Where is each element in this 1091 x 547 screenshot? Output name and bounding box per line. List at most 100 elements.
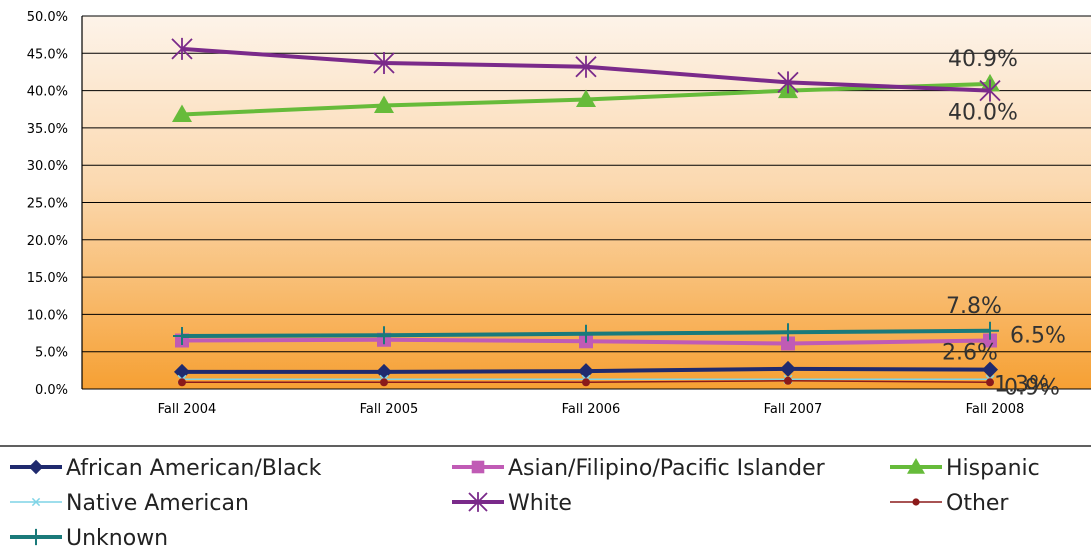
legend-marker-hispanic [907,458,925,474]
legend-item-white: White [452,491,572,516]
data-point-african-american-black-shape [982,361,998,378]
legend-marker-african-american-black [28,459,44,475]
data-point-white-shape [575,55,597,78]
data-point-hispanic [172,104,192,122]
data-point-unknown-shape [779,323,797,342]
data-point-unknown [577,324,595,343]
data-point-hispanic [576,89,596,108]
data-point-other [178,378,186,387]
data-point-hispanic-shape [172,104,192,122]
data-point-white-shape [979,79,1001,102]
data-point-unknown [375,326,393,345]
data-point-unknown [981,321,999,340]
legend-marker-white [468,492,488,512]
legend-item-native-american: Native American [10,491,249,516]
data-point-asian-filipino-pacific-islander [781,336,795,351]
legend-label: African American/Black [66,456,322,481]
data-point-hispanic [374,95,394,114]
data-point-hispanic-shape [374,95,394,114]
legend-marker-asian-filipino-pacific-islander [471,460,485,474]
data-annotations: 40.9% 40.0% 7.8% 6.5% 2.6% 1.3%0.9% [942,47,1066,400]
x-tick-label: Fall 2004 [158,402,217,417]
legend-item-asian-filipino-pacific-islander: Asian/Filipino/Pacific Islander [452,456,826,481]
legend-item-other: Other [890,491,1009,516]
legend: African American/Black Asian/Filipino/Pac… [10,456,1040,547]
data-point-white [171,37,193,60]
legend-marker-native-american [31,497,41,507]
data-point-white [373,51,395,74]
data-point-unknown [173,327,191,346]
data-point-white-shape [777,71,799,94]
data-point-other-shape [178,378,186,387]
legend-marker-hispanic-shape [907,458,925,474]
data-point-african-american-black-shape [780,360,796,377]
legend-marker-asian-filipino-pacific-islander-shape [471,460,485,474]
series-unknown [173,321,999,346]
legend-label: Hispanic [946,456,1040,481]
data-point-african-american-black [578,363,594,380]
y-tick-label: 40.0% [27,85,68,100]
data-point-unknown [779,323,797,342]
y-tick-label: 35.0% [27,122,68,137]
annotation-hispanic: 40.9% [948,47,1018,72]
data-point-unknown-shape [981,321,999,340]
legend-marker-african-american-black-shape [28,459,44,475]
legend-item-unknown: Unknown [10,526,168,547]
data-point-white [979,79,1001,102]
y-tick-label: 50.0% [27,10,68,25]
data-point-unknown-shape [577,324,595,343]
series-white [171,37,1001,102]
data-point-asian-filipino-pacific-islander [983,333,997,348]
legend-label: White [508,491,572,516]
data-point-other-shape [582,378,590,387]
data-point-other-shape [986,378,994,387]
annotation-white: 40.0% [948,101,1018,126]
data-point-african-american-black [780,360,796,377]
y-tick-label: 30.0% [27,159,68,174]
data-point-unknown-shape [173,327,191,346]
legend-marker-white-shape [468,492,488,512]
y-tick-label: 25.0% [27,197,68,212]
data-point-white [777,71,799,94]
data-point-asian-filipino-pacific-islander-shape [781,336,795,351]
legend-item-african-american-black: African American/Black [10,456,322,481]
x-tick-label: Fall 2006 [562,402,621,417]
data-point-white [575,55,597,78]
data-point-white-shape [373,51,395,74]
legend-marker-other [912,498,920,506]
legend-label: Unknown [66,526,168,547]
legend-marker-unknown [27,528,45,546]
series-other [178,376,994,387]
y-tick-label: 0.0% [35,383,68,398]
data-point-other-shape [380,378,388,387]
annotation-other: 0.9% [1004,375,1060,400]
data-point-other [582,378,590,387]
data-point-african-american-black [982,361,998,378]
legend-label: Native American [66,491,249,516]
data-point-other-shape [784,376,792,385]
data-point-other [380,378,388,387]
y-tick-label: 10.0% [27,308,68,323]
y-axis: 0.0% 5.0% 10.0% 15.0% 20.0% 25.0% 30.0% 35.0% 40… [27,10,83,398]
data-point-african-american-black-shape [578,363,594,380]
legend-marker-native-american-shape [31,497,41,507]
data-point-asian-filipino-pacific-islander-shape [983,333,997,348]
data-point-other [784,376,792,385]
x-tick-label: Fall 2005 [360,402,419,417]
y-tick-label: 5.0% [35,346,68,361]
gridlines [82,15,1091,390]
x-tick-label: Fall 2007 [764,402,823,417]
x-axis: Fall 2004 Fall 2005 Fall 2006 Fall 2007 Fall… [158,402,1025,417]
y-tick-label: 45.0% [27,47,68,62]
data-point-unknown-shape [375,326,393,345]
legend-marker-other-shape [912,498,920,506]
legend-label: Asian/Filipino/Pacific Islander [508,456,826,481]
annotation-unknown: 7.8% [946,294,1002,319]
legend-marker-unknown-shape [27,528,45,546]
legend-label: Other [946,491,1009,516]
y-tick-label: 15.0% [27,271,68,286]
annotation-native-american: 1.3% [994,372,1050,397]
data-point-white-shape [171,37,193,60]
data-point-hispanic-shape [576,89,596,108]
